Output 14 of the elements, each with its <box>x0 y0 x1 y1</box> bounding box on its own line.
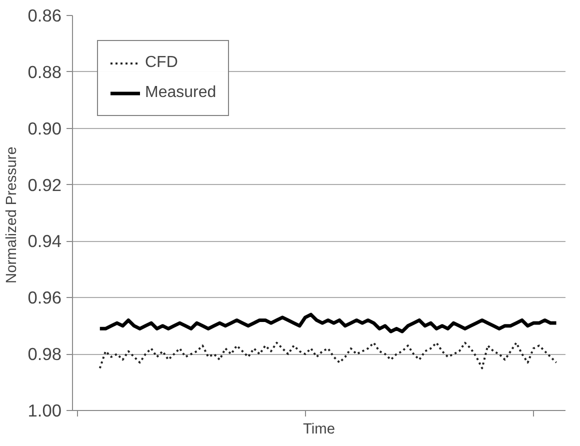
y-tick-label: 0.86 <box>28 6 62 26</box>
line-series <box>98 342 558 370</box>
x-axis-title: Time <box>302 422 336 438</box>
y-axis-title: Normalized Pressure <box>4 146 20 284</box>
y-tick-label: 0.94 <box>28 231 62 252</box>
y-tick-label: 0.96 <box>28 288 62 308</box>
legend-label: Measured <box>145 84 216 102</box>
legend-label: CFD <box>145 54 178 72</box>
y-tick-label: 0.90 <box>28 118 62 138</box>
y-tick-label: 1.00 <box>28 400 62 420</box>
y-tick-label: 0.92 <box>28 174 62 195</box>
y-tick-label: 0.88 <box>28 62 62 82</box>
line-series <box>98 312 558 334</box>
y-tick-label: 0.98 <box>28 344 62 364</box>
